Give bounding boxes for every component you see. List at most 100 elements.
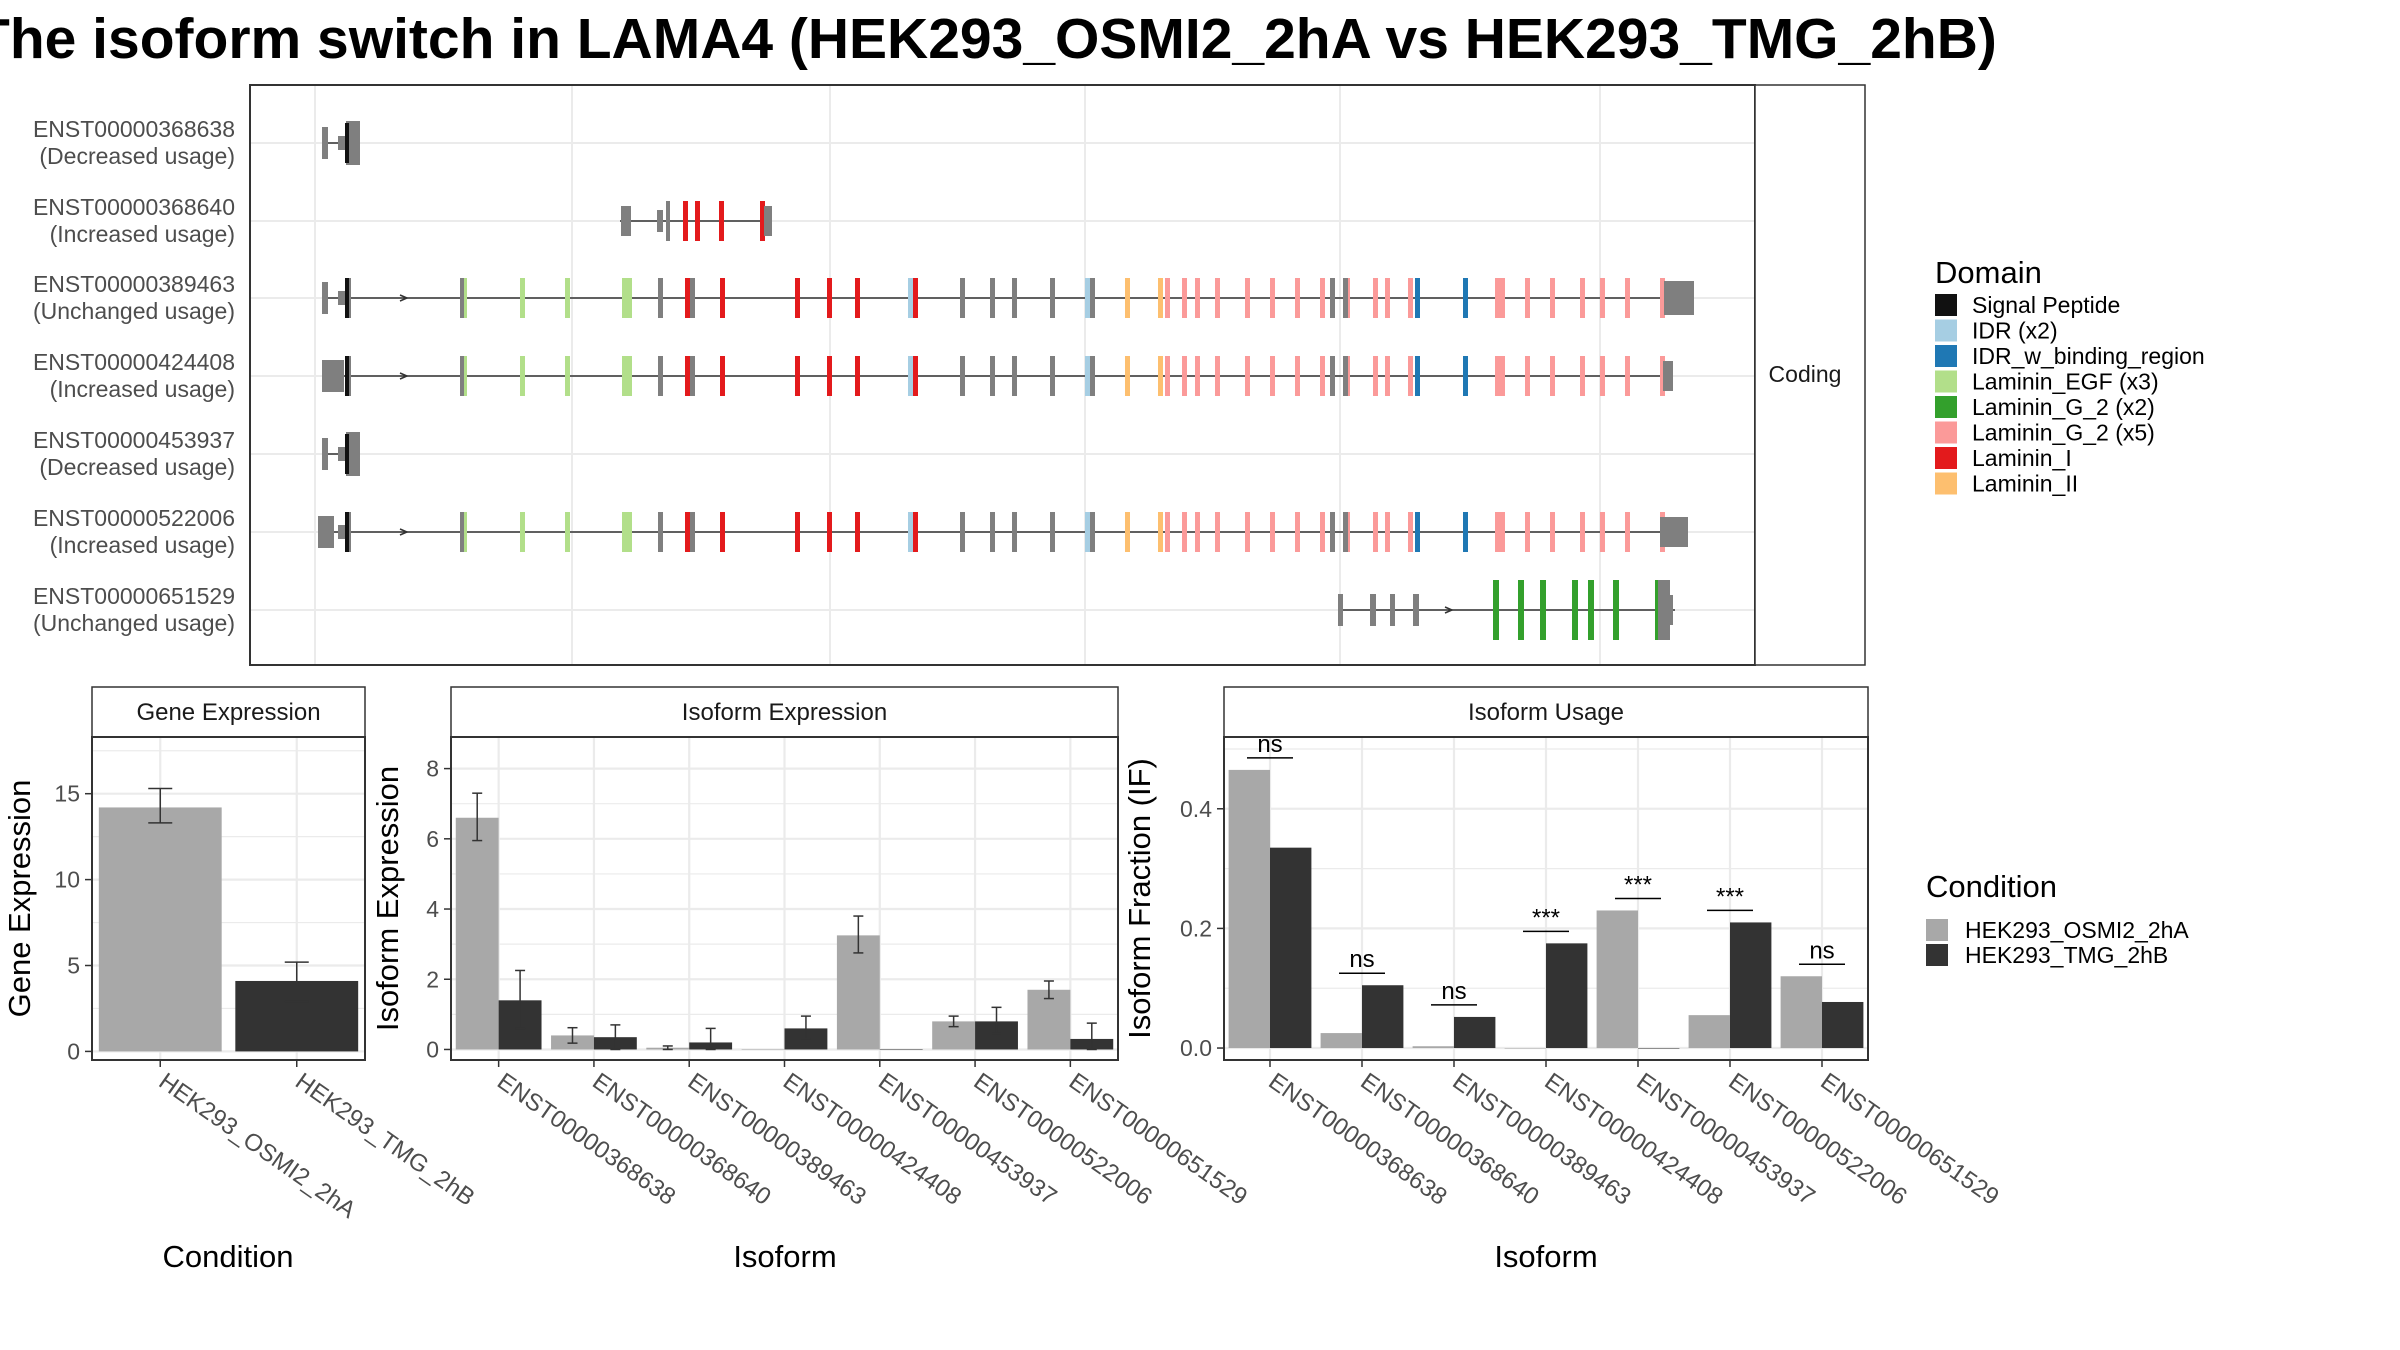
structure-strip-label: Coding: [1769, 361, 1842, 387]
exon-block: [1500, 512, 1505, 552]
exon-block: [322, 282, 328, 314]
exon-block: [685, 356, 690, 396]
panel-border: [91, 736, 366, 1061]
condition-legend-swatch: [1926, 919, 1948, 941]
exon-block: [960, 278, 965, 318]
y-tick-label: 10: [54, 867, 80, 893]
exon-block: [1215, 356, 1220, 396]
bar: [1638, 1048, 1680, 1049]
domain-legend-swatch: [1935, 447, 1957, 469]
exon-block: [1415, 512, 1420, 552]
exon-block: [1463, 512, 1468, 552]
exon-block: [462, 278, 467, 318]
exon-block: [322, 438, 328, 470]
exon-block: [1158, 356, 1163, 396]
exon-block: [1665, 595, 1673, 625]
exon-block: [565, 512, 570, 552]
domain-legend-label: Signal Peptide: [1972, 292, 2120, 318]
domain-legend-swatch: [1935, 319, 1957, 342]
domain-legend-label: Laminin_G_2 (x2): [1972, 394, 2155, 420]
exon-block: [764, 206, 772, 236]
exon-block: [1550, 278, 1555, 318]
exon-block: [1588, 580, 1594, 640]
panel-strip: [91, 686, 366, 738]
bar: [1320, 1033, 1362, 1049]
y-tick-label: 8: [426, 756, 439, 782]
exon-block: [621, 206, 631, 236]
panel-strip: [1223, 686, 1869, 738]
exon-block: [658, 356, 663, 396]
bar: [1454, 1016, 1496, 1049]
exon-block: [1343, 512, 1348, 552]
exon-block: [1125, 278, 1130, 318]
exon-block: [1495, 278, 1500, 318]
x-tick-label: ENST00000522006: [969, 1068, 1157, 1211]
exon-block: [913, 512, 918, 552]
exon-block: [462, 512, 467, 552]
exon-block: [990, 356, 995, 396]
exon-block: [1270, 278, 1275, 318]
exon-block: [1385, 512, 1390, 552]
exon-block: [1600, 278, 1605, 318]
exon-block: [1330, 278, 1335, 318]
exon-block: [345, 123, 349, 163]
exon-block: [827, 356, 832, 396]
significance-label: ***: [1624, 871, 1652, 898]
exon-block: [338, 447, 346, 461]
exon-block: [460, 356, 464, 396]
exon-block: [685, 278, 690, 318]
exon-block: [1525, 278, 1530, 318]
exon-block: [520, 278, 525, 318]
exon-block: [345, 512, 349, 552]
exon-block: [1270, 356, 1275, 396]
exon-block: [1090, 512, 1095, 552]
exon-block: [855, 512, 860, 552]
exon-block: [345, 356, 349, 396]
transcript-label: ENST00000424408: [33, 349, 235, 375]
domain-legend-swatch: [1935, 396, 1957, 418]
exon-block: [855, 278, 860, 318]
bar: [1027, 989, 1071, 1050]
strand-arrow: [399, 528, 409, 536]
bar: [1688, 1015, 1730, 1049]
exon-block: [1090, 278, 1095, 318]
exon-block: [1580, 278, 1585, 318]
exon-block: [695, 201, 700, 241]
exon-block: [1572, 580, 1578, 640]
exon-block: [1550, 512, 1555, 552]
structure-strip: [1754, 84, 1866, 666]
transcript-label: ENST00000368640: [33, 194, 235, 220]
condition-legend-label: HEK293_TMG_2hB: [1965, 942, 2168, 968]
transcript-usage-label: (Unchanged usage): [33, 298, 235, 324]
strand-arrow: [1444, 606, 1454, 614]
x-tick-label: ENST00000389463: [683, 1068, 871, 1211]
y-tick-label: 0.0: [1180, 1035, 1212, 1061]
exon-block: [1613, 580, 1619, 640]
transcript-usage-label: (Decreased usage): [39, 454, 235, 480]
x-axis-title: Isoform: [1494, 1239, 1597, 1274]
exon-block: [1125, 356, 1130, 396]
transcript-usage-label: (Decreased usage): [39, 143, 235, 169]
strand-arrow: [399, 372, 409, 380]
exon-block: [1625, 512, 1630, 552]
exon-block: [908, 512, 913, 552]
y-tick-label: 2: [426, 966, 439, 992]
domain-legend-swatch: [1935, 370, 1957, 393]
exon-block: [1195, 356, 1200, 396]
exon-block: [520, 356, 525, 396]
exon-block: [1373, 278, 1378, 318]
exon-block: [1338, 594, 1343, 626]
condition-legend-label: HEK293_OSMI2_2hA: [1965, 917, 2189, 943]
exon-block: [827, 278, 832, 318]
exon-block: [1050, 356, 1055, 396]
exon-block: [1625, 356, 1630, 396]
exon-block: [345, 278, 349, 318]
exon-block: [1158, 278, 1163, 318]
exon-block: [1500, 278, 1505, 318]
x-tick-label: ENST00000424408: [778, 1068, 966, 1211]
bar: [1546, 943, 1588, 1049]
gene-expression-panel: Gene Expression051015HEK293_OSMI2_2hAHEK…: [2, 686, 480, 1274]
x-tick-label: ENST00000651529: [1064, 1068, 1252, 1211]
significance-label: ***: [1716, 883, 1744, 910]
condition-legend-swatch: [1926, 944, 1948, 966]
